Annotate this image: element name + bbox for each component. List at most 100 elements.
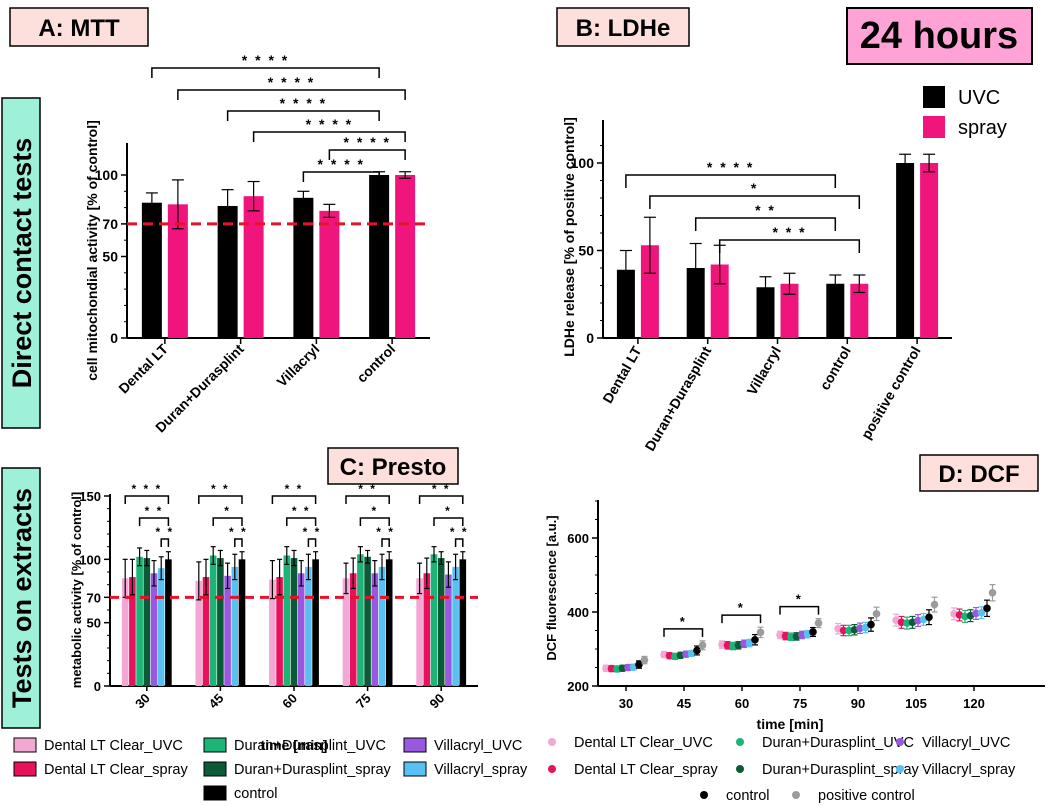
panel-b-significance-bracket-label: * *: [755, 202, 776, 218]
panel-a-y-axis-title: cell mitochondial activity [% of control…: [84, 120, 100, 381]
panel-c-significance-bracket: [381, 538, 390, 547]
panel-a-title: A: MTT: [38, 15, 120, 42]
panel-d-point: [988, 588, 997, 597]
panel-c-x-axis-title: time [min]: [261, 737, 328, 753]
panel-c-x-tick-label: 30: [132, 691, 153, 712]
legend-c-label-dental_uvc: Dental LT Clear_UVC: [44, 738, 183, 754]
panel-a-bar: [395, 175, 416, 338]
side-label-top-box: Direct contact tests: [1, 97, 41, 429]
panel-c-bar: [305, 566, 312, 686]
legend-c-label-villa_spray: Villacryl_spray: [434, 762, 528, 778]
legend-d-marker-positive_control: [792, 791, 800, 799]
legend-d-marker-dental_spray: [548, 765, 556, 773]
panel-a-x-tick-label: control: [353, 341, 398, 386]
legend-c-swatch-villa_uvc: [403, 737, 427, 753]
panel-c-bar: [312, 559, 319, 686]
panel-c-bar: [121, 578, 129, 686]
panel-d-y-tick-label: 400: [567, 605, 589, 620]
panel-b-significance-bracket: [649, 195, 861, 209]
panel-c-bar: [452, 566, 459, 686]
legend-d-marker-duran_uvc: [736, 738, 744, 746]
legend-d-label-villa_spray: Villacryl_spray: [922, 762, 1016, 778]
panel-d-significance-bracket-label: *: [680, 614, 687, 629]
panel-d-title: D: DCF: [938, 461, 1019, 488]
panel-c-bar: [276, 577, 283, 686]
panel-c-bar: [195, 580, 203, 686]
panel-d-point: [867, 620, 875, 629]
panel-c-significance-bracket: [212, 517, 243, 526]
panel-c-significance-bracket: [307, 538, 317, 547]
panel-d-point: [624, 663, 632, 672]
panel-d-y-tick-label: 200: [567, 679, 589, 694]
panel-d-x-axis-title: time [min]: [757, 716, 824, 732]
panel-c-bar: [129, 577, 136, 686]
panel-c-significance-bracket-label: * *: [211, 482, 230, 496]
panel-b-bar: [640, 245, 659, 338]
side-label-bottom-box: Tests on extracts: [1, 467, 41, 729]
panel-c-significance-bracket: [160, 538, 170, 547]
legend-d-label-positive_control: positive control: [818, 788, 915, 804]
panel-b-y-tick-label: 50: [578, 243, 594, 259]
legend-d-label-duran_uvc: Duran+Durasplint_UVC: [762, 735, 914, 751]
panel-b-significance-bracket-label: * * *: [772, 224, 806, 240]
panel-c-significance-bracket-label: * * *: [131, 482, 162, 496]
panel-c-y-tick-label: 100: [79, 552, 101, 567]
panel-a-y-tick-label: 70: [102, 216, 118, 232]
panel-c-bar: [165, 559, 172, 686]
panel-c-bar: [371, 573, 379, 686]
panel-c-x-tick-label: 75: [353, 691, 374, 712]
panel-d-x-tick-label: 75: [793, 696, 807, 711]
panel-d-point: [925, 613, 933, 621]
panel-a-significance-bracket: [328, 149, 406, 160]
panel-c-bar: [224, 575, 231, 686]
panel-b-x-tick-label: Villacryl: [744, 344, 785, 398]
legend-d-marker-dental_uvc: [548, 738, 556, 746]
panel-c-y-tick-label: 150: [79, 489, 101, 504]
panel-c-bar: [231, 566, 239, 686]
panel-a-x-tick-label: Dental LT: [115, 340, 171, 396]
panel-a-bar: [369, 175, 390, 338]
legend-d-label-dental_uvc: Dental LT Clear_UVC: [574, 735, 713, 751]
panel-c-significance-bracket: [359, 517, 390, 526]
legend-d-label-dental_spray: Dental LT Clear_spray: [574, 762, 718, 778]
panel-a-significance-bracket-label: * * * *: [268, 74, 315, 90]
panel-b-significance-bracket: [625, 174, 837, 188]
panel-a-significance-bracket: [302, 171, 380, 182]
panel-a-bar: [167, 204, 188, 338]
legend-c-swatch-duran_spray: [203, 761, 227, 777]
panel-a-significance-bracket-label: * * * *: [344, 134, 391, 150]
panel-b-bar: [896, 163, 915, 338]
panel-c-bar: [349, 573, 357, 686]
panel-c-bar: [437, 558, 445, 686]
panel-c-bar: [385, 559, 393, 686]
panel-c-bar: [445, 574, 452, 686]
panel-b-bar: [710, 264, 729, 338]
panel-d-point: [977, 608, 986, 617]
panel-b-x-tick-label: Duran+Durasplint: [642, 343, 715, 453]
legend-d-label-control: control: [726, 788, 770, 804]
panel-c-x-tick-label: 45: [206, 691, 227, 712]
panel-c-bar: [150, 573, 158, 686]
panel-d-x-tick-label: 60: [735, 696, 749, 711]
legend-panel-c: Dental LT Clear_UVC Dental LT Clear_spray…: [13, 737, 528, 802]
panel-c-significance-bracket-label: *: [445, 504, 452, 518]
panel-b-significance-bracket-label: *: [751, 180, 758, 196]
panel-d-point: [930, 600, 939, 609]
legend-c-label-duran_uvc: Duran+Durasplint_UVC: [234, 738, 386, 754]
panel-c-significance-bracket-label: * *: [229, 525, 248, 539]
legend-c-label-duran_spray: Duran+Durasplint_spray: [234, 762, 392, 778]
panel-c-significance-bracket: [454, 538, 464, 547]
panel-c-y-tick-label: 50: [87, 616, 101, 631]
panel-a-significance-bracket-label: * * * *: [242, 52, 289, 68]
panel-c-significance-bracket-label: * *: [303, 525, 322, 539]
panel-c-bar: [143, 558, 151, 686]
panel-d-x-tick-label: 120: [963, 696, 985, 711]
legend-uvc-spray: UVC spray: [923, 86, 1007, 139]
legend-c-swatch-dental_spray: [13, 761, 37, 777]
panel-b-bar: [686, 268, 705, 338]
panel-d-point: [872, 610, 881, 618]
panel-d-x-tick-label: 45: [677, 696, 691, 711]
panel-a-significance-bracket-label: * * * *: [306, 116, 353, 132]
